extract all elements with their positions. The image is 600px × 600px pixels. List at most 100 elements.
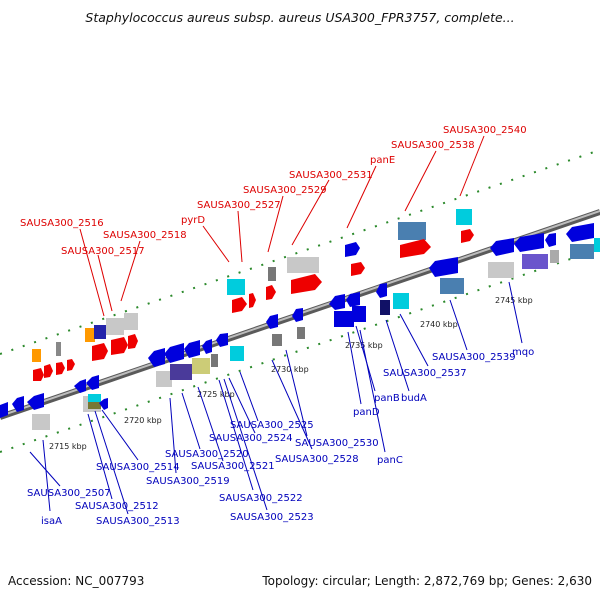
forward-gene-label[interactable]: SAUSA300_2540 [443, 125, 527, 136]
gene-reverse[interactable] [429, 257, 458, 277]
reverse-gene-label[interactable]: SAUSA300_2519 [146, 476, 230, 487]
gene-reverse[interactable] [230, 346, 244, 361]
gene-forward[interactable] [111, 337, 128, 355]
gene-reverse[interactable] [380, 300, 390, 315]
gene-forward[interactable] [106, 318, 124, 335]
gene-reverse[interactable] [522, 254, 548, 269]
gene-reverse[interactable] [170, 364, 192, 380]
gene-forward[interactable] [227, 279, 245, 295]
gene-forward[interactable] [345, 242, 360, 257]
gene-forward[interactable] [56, 362, 65, 375]
reverse-gene-label[interactable]: SAUSA300_2528 [275, 454, 359, 465]
forward-gene-label[interactable]: pyrD [181, 215, 205, 226]
reverse-gene-label[interactable]: SAUSA300_2537 [383, 368, 467, 379]
genome-summary-text: Topology: circular; Length: 2,872,769 bp… [262, 574, 592, 588]
gene-reverse[interactable] [86, 375, 99, 390]
gene-reverse[interactable] [488, 262, 514, 278]
gene-reverse[interactable] [12, 396, 24, 412]
reverse-gene-label[interactable]: budA [401, 393, 427, 404]
gene-reverse[interactable] [156, 371, 172, 387]
gene-reverse[interactable] [545, 233, 556, 247]
gene-forward[interactable] [124, 313, 138, 330]
forward-scale-line [0, 149, 600, 355]
forward-gene-label[interactable]: SAUSA300_2529 [243, 185, 327, 196]
gene-reverse[interactable] [490, 238, 514, 256]
reverse-gene-label[interactable]: SAUSA300_2525 [230, 420, 314, 431]
forward-gene-label[interactable]: SAUSA300_2516 [20, 218, 104, 229]
reverse-gene-label[interactable]: panD [353, 407, 380, 418]
gene-reverse[interactable] [211, 354, 218, 367]
gene-reverse[interactable] [570, 244, 594, 259]
gene-reverse[interactable] [334, 311, 354, 327]
reverse-gene-label[interactable]: mqo [512, 347, 534, 358]
gene-forward[interactable] [44, 364, 53, 378]
reverse-gene-label[interactable]: SAUSA300_2513 [96, 516, 180, 527]
gene-forward[interactable] [456, 209, 472, 225]
gene-forward[interactable] [268, 267, 276, 281]
gene-reverse[interactable] [266, 314, 278, 329]
gene-forward[interactable] [266, 285, 276, 300]
gene-reverse[interactable] [352, 306, 366, 322]
reverse-gene-label[interactable]: SAUSA300_2520 [165, 449, 249, 460]
gene-reverse[interactable] [202, 339, 212, 354]
gene-reverse[interactable] [184, 340, 200, 358]
gene-forward[interactable] [32, 349, 41, 362]
forward-gene-label[interactable]: SAUSA300_2518 [103, 230, 187, 241]
gene-forward[interactable] [249, 293, 256, 308]
gene-forward[interactable] [128, 334, 138, 349]
gene-reverse[interactable] [164, 343, 184, 363]
forward-gene-label[interactable]: SAUSA300_2517 [61, 246, 145, 257]
gene-reverse[interactable] [514, 233, 544, 252]
gene-reverse[interactable] [32, 414, 50, 430]
gene-reverse[interactable] [74, 379, 86, 393]
gene-reverse[interactable] [0, 402, 8, 418]
reverse-gene-label[interactable]: SAUSA300_2514 [96, 462, 180, 473]
gene-reverse[interactable] [292, 308, 303, 322]
reverse-gene-label[interactable]: SAUSA300_2524 [209, 433, 293, 444]
gene-reverse[interactable] [192, 358, 210, 374]
gene-reverse[interactable] [346, 292, 360, 307]
reverse-gene-label[interactable]: SAUSA300_2539 [432, 352, 516, 363]
reverse-gene-label[interactable]: SAUSA300_2521 [191, 461, 275, 472]
gene-forward[interactable] [287, 257, 319, 273]
gene-forward[interactable] [85, 328, 95, 342]
gene-forward[interactable] [351, 262, 365, 276]
gene-reverse[interactable] [376, 283, 387, 298]
reverse-gene-label[interactable]: SAUSA300_2530 [295, 438, 379, 449]
gene-reverse[interactable] [148, 348, 165, 367]
reverse-gene-label[interactable]: SAUSA300_2523 [230, 512, 314, 523]
reverse-gene-label[interactable]: SAUSA300_2512 [75, 501, 159, 512]
gene-reverse[interactable] [393, 293, 409, 309]
gene-forward[interactable] [461, 229, 474, 243]
gene-reverse[interactable] [99, 398, 108, 410]
gene-reverse[interactable] [329, 294, 345, 310]
reverse-gene-label[interactable]: panB [374, 393, 400, 404]
reverse-gene-label[interactable]: isaA [41, 516, 62, 527]
gene-forward[interactable] [67, 359, 75, 371]
gene-reverse[interactable] [272, 334, 282, 346]
reverse-gene-label[interactable]: SAUSA300_2507 [27, 488, 111, 499]
gene-forward[interactable] [94, 325, 106, 339]
gene-forward[interactable] [56, 342, 61, 356]
gene-reverse[interactable] [88, 402, 101, 409]
gene-reverse[interactable] [440, 278, 464, 294]
forward-gene-label[interactable]: SAUSA300_2531 [289, 170, 373, 181]
gene-reverse[interactable] [297, 327, 305, 339]
gene-reverse[interactable] [88, 394, 101, 402]
gene-reverse[interactable] [594, 238, 600, 252]
forward-gene-label[interactable]: SAUSA300_2527 [197, 200, 281, 211]
forward-gene-label[interactable]: panE [370, 155, 395, 166]
reverse-gene-label[interactable]: SAUSA300_2522 [219, 493, 303, 504]
forward-gene-label[interactable]: SAUSA300_2538 [391, 140, 475, 151]
gene-reverse[interactable] [566, 223, 594, 242]
gene-reverse[interactable] [216, 333, 228, 347]
gene-reverse[interactable] [27, 393, 44, 410]
gene-reverse[interactable] [550, 250, 559, 263]
gene-forward[interactable] [398, 222, 426, 240]
reverse-gene-label[interactable]: panC [377, 455, 403, 466]
gene-forward[interactable] [92, 343, 108, 361]
gene-forward[interactable] [400, 239, 431, 258]
gene-forward[interactable] [33, 368, 44, 381]
gene-forward[interactable] [291, 274, 322, 294]
gene-forward[interactable] [232, 297, 247, 313]
